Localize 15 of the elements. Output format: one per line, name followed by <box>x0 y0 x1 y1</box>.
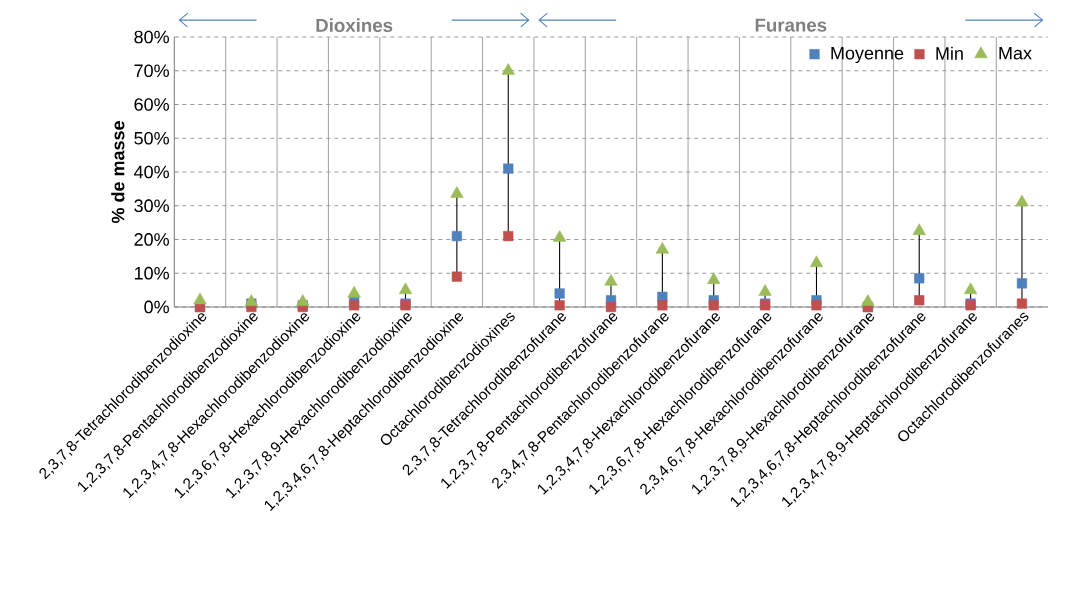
y-axis-title: % de masse <box>111 121 125 224</box>
y-tick-label: 50% <box>134 131 169 145</box>
y-tick-label: 70% <box>134 64 169 78</box>
y-tick-label: 20% <box>134 233 169 246</box>
legend-label: Max <box>999 46 1032 60</box>
y-tick-label: 30% <box>134 199 169 213</box>
text: Dioxines <box>316 18 393 33</box>
legend-label: Moyenne <box>831 46 904 64</box>
y-tick-label: 60% <box>134 98 169 111</box>
text: Furanes <box>755 18 827 32</box>
y-tick-label: 10% <box>134 266 169 280</box>
y-tick-label: 40% <box>134 165 169 179</box>
legend-label: Min <box>936 46 963 60</box>
y-tick-label: 80% <box>134 30 169 44</box>
y-tick-label: 0% <box>144 300 169 314</box>
